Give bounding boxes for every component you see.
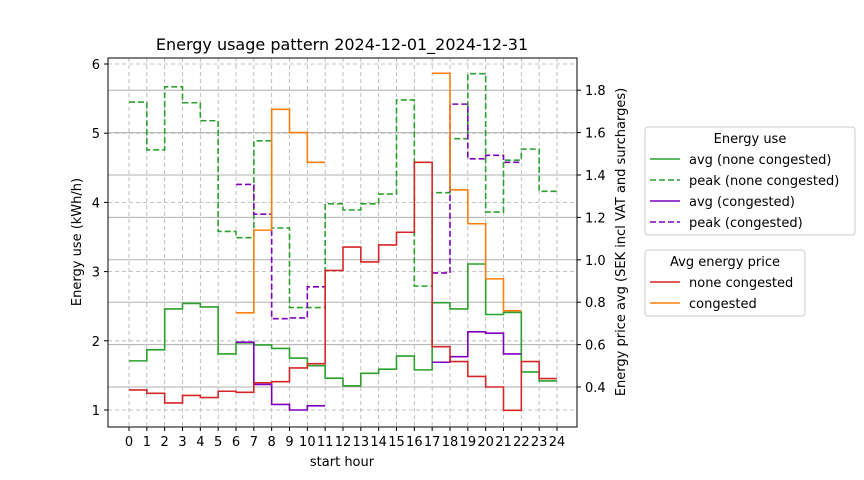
x-tick-label: 24 — [549, 435, 566, 450]
grid — [108, 58, 577, 427]
x-tick-label: 10 — [299, 435, 316, 450]
y-tick-label: 6 — [92, 58, 100, 73]
y2-tick-label: 1.8 — [585, 84, 606, 99]
y2-tick-label: 1.6 — [585, 127, 606, 142]
y2-tick-label: 0.4 — [585, 381, 606, 396]
y-tick-label: 4 — [92, 196, 100, 211]
x-tick-label: 12 — [335, 435, 352, 450]
x-tick-label: 5 — [214, 435, 222, 450]
series-line-4 — [129, 161, 557, 412]
x-tick-label: 21 — [495, 435, 512, 450]
legend-entry: avg (congested) — [689, 195, 795, 210]
y-axis-label: Energy use (kWh/h) — [70, 178, 85, 306]
legend-entry: peak (none congested) — [689, 174, 839, 189]
x-tick-label: 9 — [285, 435, 293, 450]
chart-title: Energy usage pattern 2024-12-01_2024-12-… — [156, 35, 528, 55]
legends: Energy use avg (none congested) peak (none… — [644, 126, 856, 317]
y-tick-label: 2 — [92, 335, 100, 350]
series-line-1 — [129, 72, 557, 309]
plot-frame — [107, 57, 578, 428]
y2-tick-label: 1.2 — [585, 211, 606, 226]
legend-title: Avg energy price — [670, 255, 780, 270]
series-lines — [129, 72, 557, 412]
y-tick-label: 1 — [92, 404, 100, 419]
legend-entry: avg (none congested) — [689, 153, 831, 168]
y2-tick-label: 1.4 — [585, 169, 606, 184]
x-tick-label: 6 — [232, 435, 240, 450]
y-tick-label: 5 — [92, 127, 100, 142]
x-tick-label: 0 — [125, 435, 133, 450]
x-tick-label: 14 — [370, 435, 387, 450]
x-tick-label: 1 — [143, 435, 151, 450]
y2-axis-label: Energy price avg (SEK incl VAT and surch… — [614, 88, 629, 396]
legend-entry: congested — [689, 297, 757, 312]
x-tick-label: 7 — [250, 435, 258, 450]
x-tick-label: 4 — [196, 435, 204, 450]
x-tick-label: 19 — [460, 435, 477, 450]
x-tick-label: 3 — [178, 435, 186, 450]
y-tick-label: 3 — [92, 266, 100, 281]
y2-tick-label: 0.6 — [585, 339, 606, 354]
y2-tick-label: 0.8 — [585, 296, 606, 311]
legend-box — [644, 249, 806, 317]
x-tick-label: 17 — [424, 435, 441, 450]
y2-tick-label: 1.0 — [585, 254, 606, 269]
x-tick-label: 18 — [442, 435, 459, 450]
series-line-5 — [235, 72, 522, 314]
legend-title: Energy use — [714, 132, 787, 147]
x-tick-label: 8 — [268, 435, 276, 450]
x-tick-label: 16 — [406, 435, 423, 450]
x-tick-label: 11 — [317, 435, 334, 450]
legend-entry: none congested — [689, 276, 793, 291]
x-tick-label: 2 — [161, 435, 169, 450]
legend-box — [644, 126, 856, 236]
x-tick-label: 20 — [477, 435, 494, 450]
x-tick-label: 13 — [353, 435, 370, 450]
x-tick-label: 15 — [388, 435, 405, 450]
x-tick-label: 22 — [513, 435, 530, 450]
axis-ticks: 0 1 2 3 4 5 6 7 8 9 10 11 12 13 14 15 16 17 18 19 20 21 22 23 24… — [92, 58, 606, 450]
x-axis-label: start hour — [310, 455, 375, 470]
legend-entry: peak (congested) — [689, 216, 803, 231]
x-tick-label: 23 — [531, 435, 548, 450]
